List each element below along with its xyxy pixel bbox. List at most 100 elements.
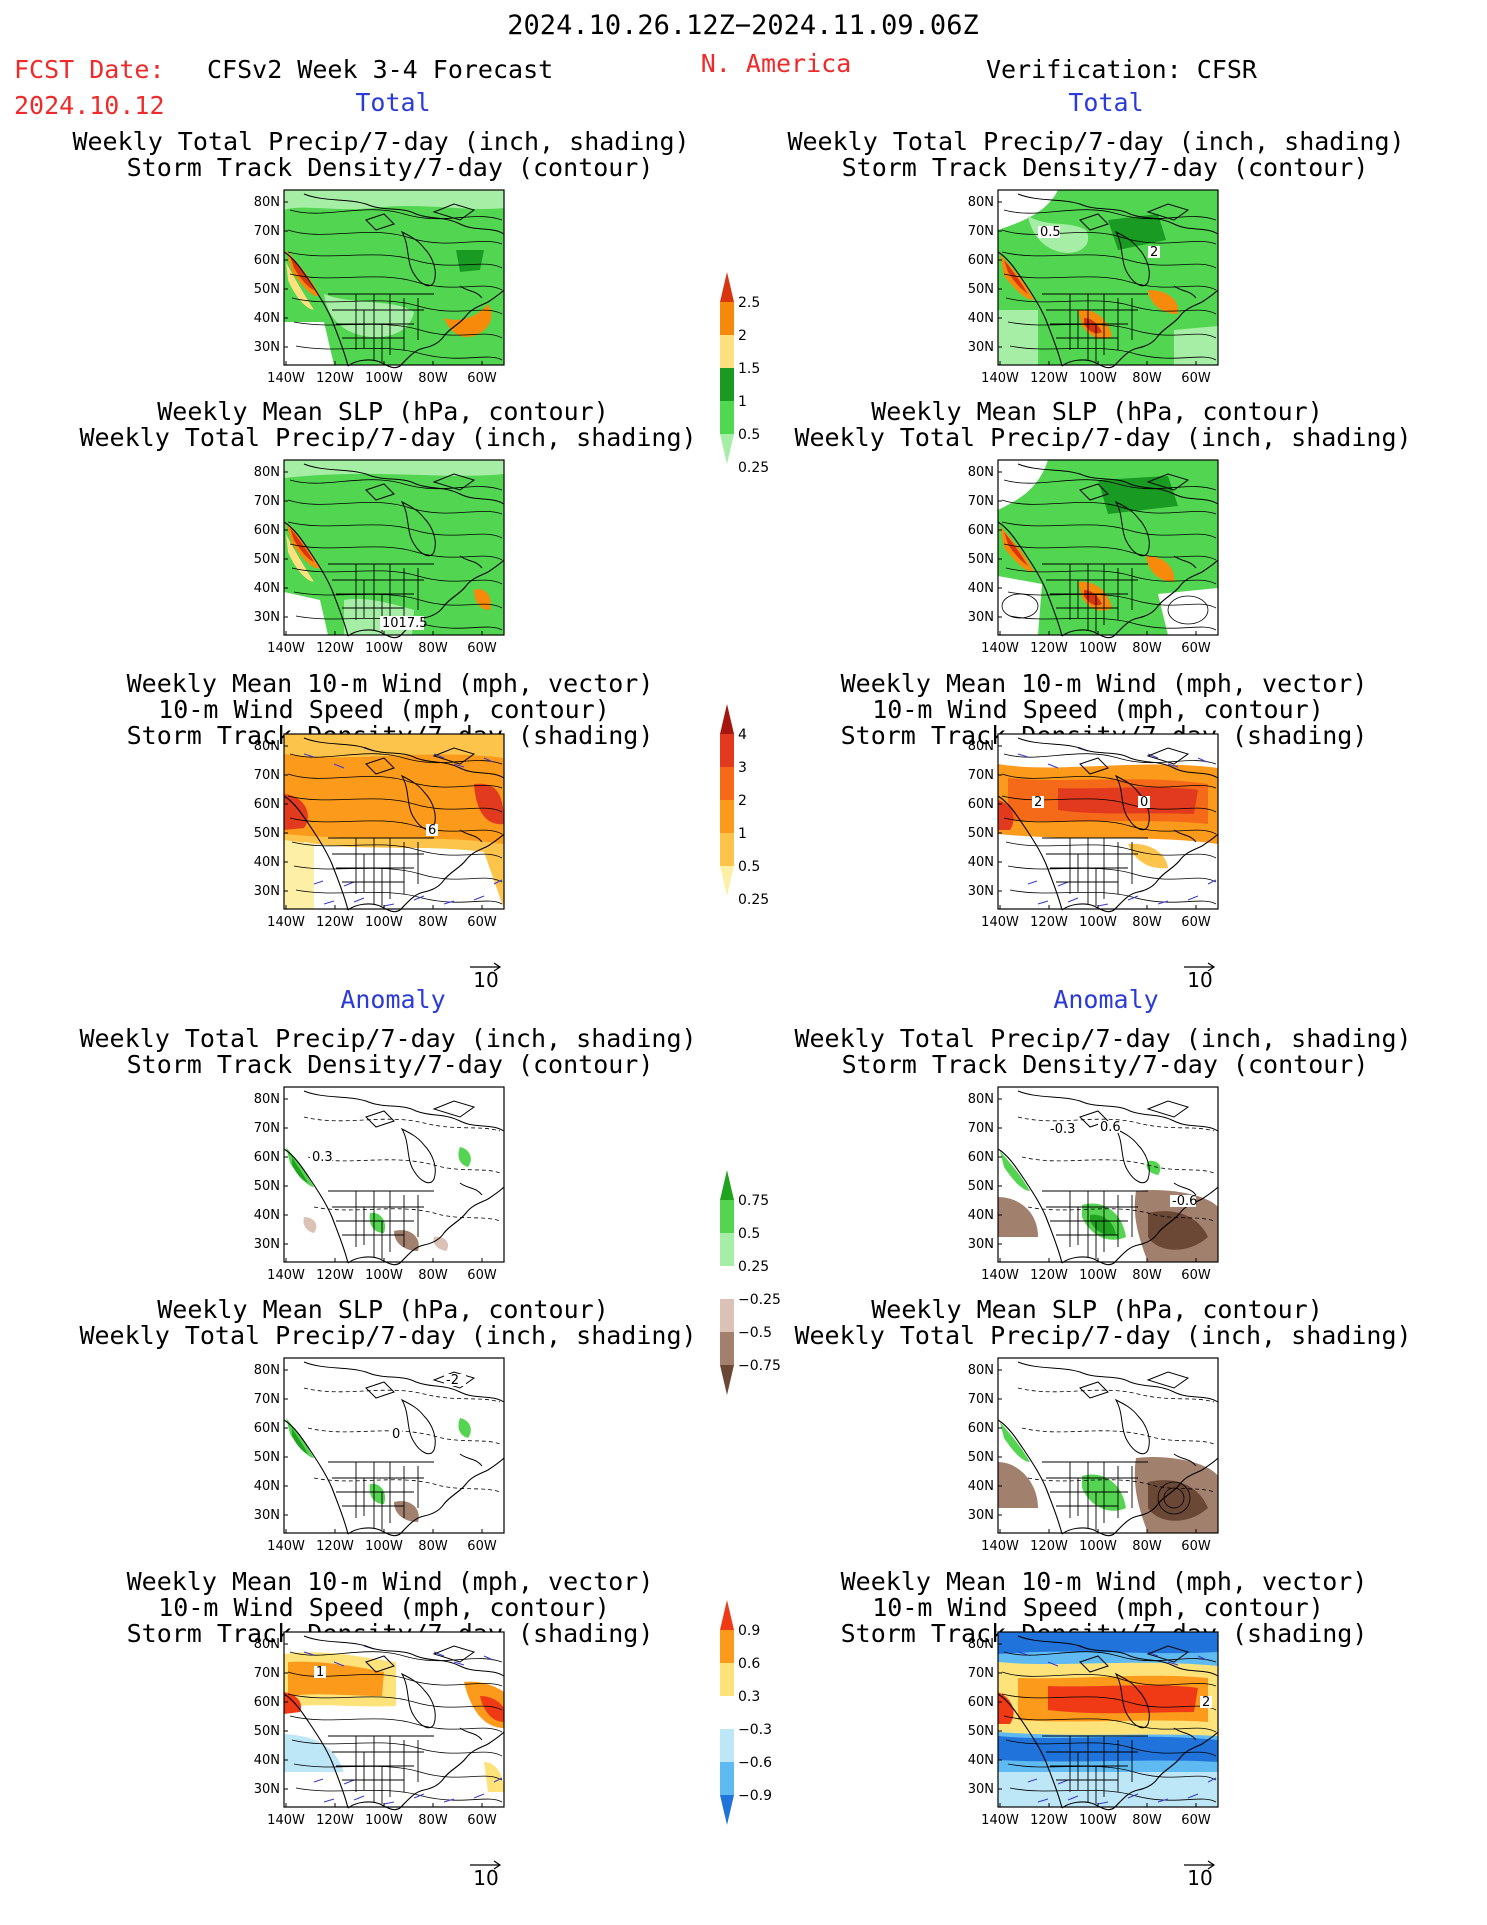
title-slp-precip-anom-obs-l1: Weekly Mean SLP (hPa, contour): [871, 1295, 1323, 1324]
contour-label-slp-anom-fcst-2: 0: [392, 1427, 400, 1442]
lat-tick-label: 40N: [254, 311, 280, 326]
colorbar-label: 2: [738, 793, 747, 809]
lat-tick-label: 30N: [254, 884, 280, 899]
title-slp-precip-obs-l2: Weekly Total Precip/7-day (inch, shading…: [794, 423, 1412, 452]
contour-label-track-anom-obs-1: -0.3: [1050, 1122, 1075, 1137]
contour-label-slp-anom-fcst-1: -2: [446, 1373, 459, 1388]
lat-tick-label: 60N: [968, 253, 994, 268]
lat-tick-label: 60N: [968, 1150, 994, 1165]
lat-tick-label: 30N: [254, 1237, 280, 1252]
lon-tick-label: 100W: [365, 1813, 403, 1828]
contour-label-track-obs-2: 2: [1150, 245, 1158, 260]
lat-tick-label: 30N: [254, 610, 280, 625]
lat-tick-label: 80N: [254, 1637, 280, 1652]
lat-tick-label: 30N: [968, 1782, 994, 1797]
lon-tick-label: 120W: [316, 1268, 354, 1283]
lat-tick-label: 50N: [254, 552, 280, 567]
title-wind-storm-anom-obs-l2: 10-m Wind Speed (mph, contour): [872, 1593, 1324, 1622]
colorbar-segment: [720, 1200, 734, 1233]
lat-tick-label: 50N: [254, 826, 280, 841]
lon-tick-label: 80W: [418, 641, 448, 656]
title-precip-storm-fcst-l2: Storm Track Density/7-day (contour): [126, 153, 654, 182]
lon-tick-label: 80W: [418, 371, 448, 386]
lat-tick-label: 30N: [968, 1237, 994, 1252]
lat-tick-label: 60N: [254, 523, 280, 538]
colorbar-segment: [720, 767, 734, 800]
title-slp-precip-obs-l1: Weekly Mean SLP (hPa, contour): [871, 397, 1323, 426]
section-total-forecast: Total: [355, 88, 431, 117]
lon-tick-label: 140W: [981, 371, 1019, 386]
contour-label-std-obs-2: 0: [1140, 795, 1148, 810]
colorbar-segment: [720, 1299, 734, 1332]
colorbar-segment: [720, 1630, 734, 1663]
fcst-date-label: FCST Date:: [14, 55, 165, 84]
lat-tick-label: 40N: [968, 855, 994, 870]
colorbar-label: −0.75: [738, 1358, 781, 1374]
lat-tick-label: 30N: [968, 1508, 994, 1523]
lon-tick-label: 60W: [467, 1813, 497, 1828]
title-slp-precip-anom-fcst-l1: Weekly Mean SLP (hPa, contour): [157, 1295, 609, 1324]
lat-tick-label: 80N: [968, 1363, 994, 1378]
map-wind-storm-anomaly-forecast: 1 80N 70N 60N 50N 40N 30N 140W 120W 100W 80W 60W: [254, 1624, 505, 1828]
colorbar-storm-total: 4 3 2 1 0.5 0.25: [720, 704, 769, 908]
lat-tick-label: 40N: [254, 581, 280, 596]
contour-label-track-obs-1: 0.5: [1040, 225, 1061, 240]
colorbar-segment: [720, 704, 734, 734]
colorbar-segment: [720, 1729, 734, 1762]
colorbar-label: 4: [738, 727, 747, 743]
lat-tick-label: 40N: [968, 311, 994, 326]
colorbar-label: 0.5: [738, 427, 760, 443]
colorbar-label: −0.5: [738, 1325, 772, 1341]
lon-tick-label: 80W: [1132, 1268, 1162, 1283]
lon-tick-label: 120W: [316, 915, 354, 930]
map-slp-precip-anomaly-verification: 80N 70N 60N 50N 40N 30N 140W 120W 100W 80W 60W: [968, 1350, 1219, 1554]
colorbar-segment: [720, 434, 734, 464]
lon-tick-label: 100W: [1079, 915, 1117, 930]
lat-tick-label: 40N: [968, 1753, 994, 1768]
model-title: CFSv2 Week 3-4 Forecast: [207, 55, 554, 84]
colorbar-segment: [720, 1600, 734, 1630]
title-wind-storm-fcst-l2: 10-m Wind Speed (mph, contour): [158, 695, 610, 724]
colorbar-segment: [720, 734, 734, 767]
lon-tick-label: 80W: [418, 1813, 448, 1828]
lat-tick-label: 60N: [254, 1421, 280, 1436]
lat-tick-label: 70N: [254, 494, 280, 509]
lat-tick-label: 50N: [968, 1450, 994, 1465]
colorbar-label: 1: [738, 826, 747, 842]
lon-tick-label: 60W: [467, 1539, 497, 1554]
lat-tick-label: 80N: [968, 739, 994, 754]
title-precip-storm-obs-l2: Storm Track Density/7-day (contour): [841, 153, 1369, 182]
contour-label-wind-anom-obs: 2: [1202, 1695, 1210, 1710]
period-title: 2024.10.26.12Z−2024.11.09.06Z: [507, 10, 979, 41]
lat-tick-label: 70N: [254, 1392, 280, 1407]
colorbar-label: −0.6: [738, 1755, 772, 1771]
map-slp-precip-total-verification: 80N 70N 60N 50N 40N 30N 140W 120W 100W 80W 60W: [968, 452, 1219, 656]
lat-tick-label: 50N: [968, 552, 994, 567]
colorbar-segment: [720, 272, 734, 302]
title-wind-storm-obs-l2: 10-m Wind Speed (mph, contour): [872, 695, 1324, 724]
colorbar-segment: [720, 800, 734, 833]
lon-tick-label: 120W: [1030, 1813, 1068, 1828]
lon-tick-label: 60W: [1181, 915, 1211, 930]
colorbar-precip-total: 2.5 2 1.5 1 0.5 0.25: [720, 272, 769, 476]
lon-tick-label: 60W: [1181, 1268, 1211, 1283]
lon-tick-label: 100W: [365, 641, 403, 656]
lat-tick-label: 30N: [254, 340, 280, 355]
lon-tick-label: 80W: [418, 1539, 448, 1554]
lat-tick-label: 50N: [968, 1179, 994, 1194]
lat-tick-label: 70N: [254, 1666, 280, 1681]
lat-tick-label: 50N: [254, 1724, 280, 1739]
title-wind-storm-anom-obs-l1: Weekly Mean 10-m Wind (mph, vector): [840, 1567, 1368, 1596]
lat-tick-label: 70N: [968, 224, 994, 239]
colorbar-segment: [720, 1762, 734, 1795]
map-slp-precip-anomaly-forecast: -2 0 80N 70N 60N 50N 40N 30N 140W 120W 100W 80W 60…: [254, 1350, 505, 1554]
lat-tick-label: 70N: [968, 494, 994, 509]
lon-tick-label: 140W: [981, 641, 1019, 656]
lat-tick-label: 50N: [968, 826, 994, 841]
lon-tick-label: 120W: [1030, 915, 1068, 930]
title-wind-storm-anom-fcst-l1: Weekly Mean 10-m Wind (mph, vector): [126, 1567, 654, 1596]
lat-tick-label: 80N: [968, 195, 994, 210]
lon-tick-label: 100W: [1079, 1813, 1117, 1828]
lat-tick-label: 50N: [254, 282, 280, 297]
title-slp-precip-anom-fcst-l2: Weekly Total Precip/7-day (inch, shading…: [79, 1321, 697, 1350]
